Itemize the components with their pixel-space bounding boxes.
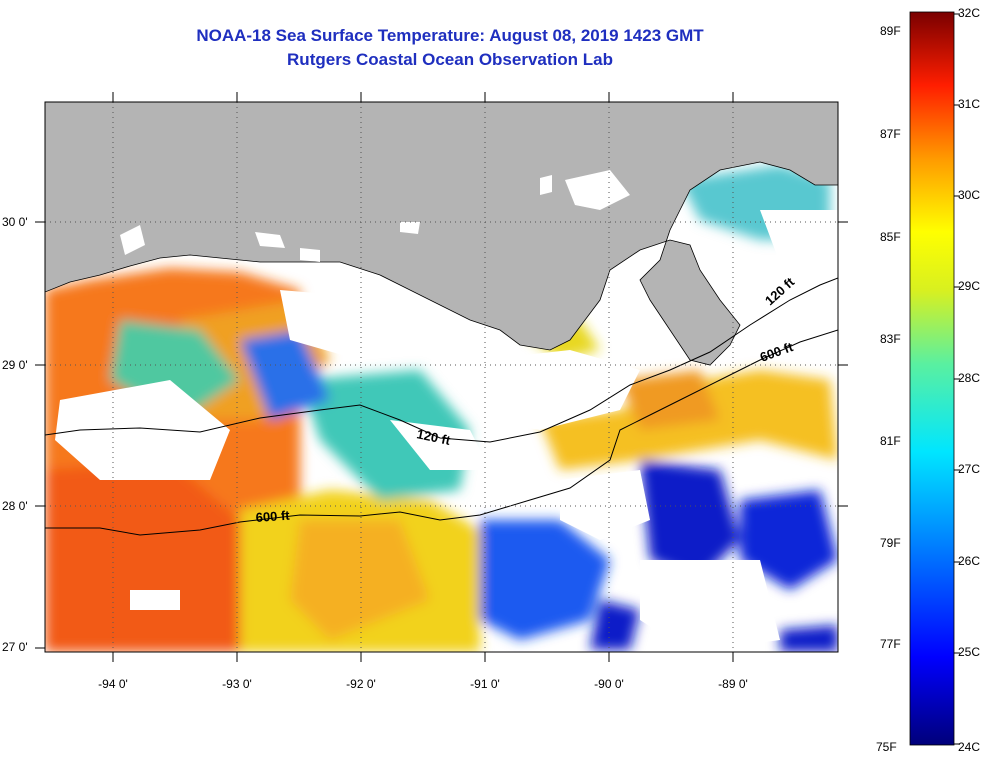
colorbar-fahrenheit-label: 83F (880, 332, 901, 346)
contour-600ft (45, 329, 838, 536)
colorbar-fahrenheit-label: 85F (880, 230, 901, 244)
sst-patch (480, 520, 610, 640)
colorbar-celsius-label: 32C (958, 6, 981, 20)
colorbar-celsius-label: 27C (958, 462, 981, 476)
contour-label: 120 ft (415, 426, 452, 448)
colorbar-celsius-label: 29C (958, 279, 981, 293)
inland-water (120, 170, 630, 262)
map-ticks (35, 92, 848, 662)
clouds (55, 210, 838, 652)
contour-120ft-west (45, 277, 838, 443)
lat-label: 29 0' (2, 358, 28, 372)
lon-label: -94 0' (98, 677, 128, 691)
colorbar-celsius-label: 28C (958, 371, 981, 385)
lon-label: -93 0' (222, 677, 252, 691)
map-title: NOAA-18 Sea Surface Temperature: August … (196, 26, 704, 45)
sst-patch (240, 330, 330, 420)
sst-patch (780, 625, 838, 652)
colorbar-fahrenheit-label: 81F (880, 434, 901, 448)
lat-label: 30 0' (2, 215, 28, 229)
lon-label: -89 0' (718, 677, 748, 691)
lon-label: -90 0' (594, 677, 624, 691)
colorbar-celsius-label: 24C (958, 740, 981, 754)
bathymetry-contours (45, 277, 838, 536)
sst-patch (740, 490, 838, 590)
colorbar-celsius-label: 26C (958, 554, 981, 568)
lat-label: 27 0' (2, 640, 28, 654)
lon-label: -91 0' (470, 677, 500, 691)
colorbar-celsius-label: 25C (958, 645, 981, 659)
colorbar-ticks (954, 13, 960, 745)
sst-patch (590, 600, 640, 650)
land (45, 102, 838, 366)
colorbar-fahrenheit-label: 77F (880, 637, 901, 651)
map-frame (44, 101, 839, 653)
colorbar-fahrenheit-label: 75F (876, 740, 897, 754)
graticule (45, 102, 838, 652)
sst-field (45, 165, 838, 652)
map-subtitle: Rutgers Coastal Ocean Observation Lab (287, 50, 613, 69)
map-panel (45, 102, 838, 652)
sst-patch (640, 460, 740, 580)
colorbar-celsius-label: 30C (958, 188, 981, 202)
colorbar-celsius-label: 31C (958, 97, 981, 111)
sst-patch (300, 370, 470, 500)
colorbar (909, 11, 955, 746)
lat-label: 28 0' (2, 499, 28, 513)
colorbar-fahrenheit-label: 89F (880, 24, 901, 38)
colorbar-fahrenheit-label: 79F (880, 536, 901, 550)
sst-patch (620, 370, 720, 430)
lon-label: -92 0' (346, 677, 376, 691)
sst-patch (45, 460, 240, 652)
contour-label: 600 ft (255, 508, 291, 525)
sst-patch (290, 520, 430, 640)
colorbar-fahrenheit-label: 87F (880, 127, 901, 141)
